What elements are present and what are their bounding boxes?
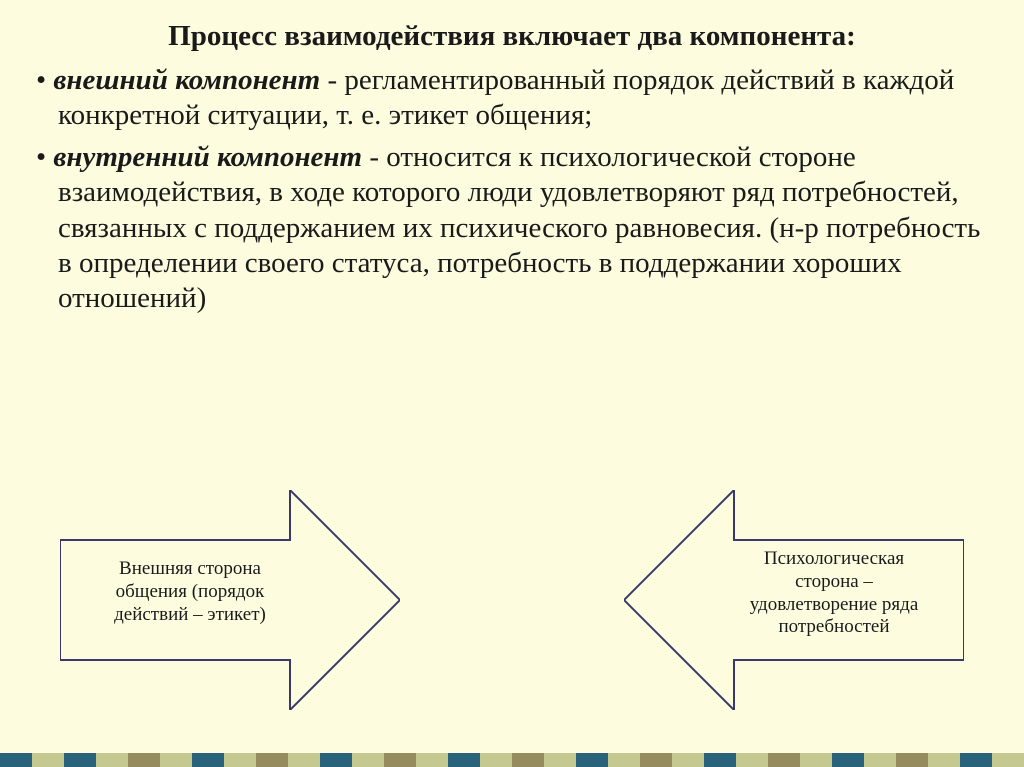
bullet-lead: внешний компонент: [53, 64, 320, 96]
footer-segment: [128, 753, 160, 767]
footer-segment: [64, 753, 96, 767]
footer-segment: [896, 753, 928, 767]
footer-segment: [544, 753, 576, 767]
footer-segment: [960, 753, 992, 767]
footer-segment: [288, 753, 320, 767]
footer-segment: [672, 753, 704, 767]
footer-segment: [704, 753, 736, 767]
footer-segment: [416, 753, 448, 767]
bullet-item: • внешний компонент - регламентированный…: [28, 63, 996, 134]
footer-segment: [224, 753, 256, 767]
arrow-right: Психологическая сторона – удовлетворение…: [624, 490, 964, 710]
footer-segment: [320, 753, 352, 767]
footer-segment: [0, 753, 32, 767]
footer-segment: [736, 753, 768, 767]
footer-segment: [256, 753, 288, 767]
footer-segment: [992, 753, 1024, 767]
slide-content: Процесс взаимодействия включает два комп…: [0, 0, 1024, 317]
arrow-left: Внешняя сторона общения (порядок действи…: [60, 490, 400, 710]
footer-segment: [864, 753, 896, 767]
footer-segment: [160, 753, 192, 767]
footer-segment: [32, 753, 64, 767]
bullet-item: • внутренний компонент - относится к пси…: [28, 140, 996, 317]
footer-segment: [832, 753, 864, 767]
footer-segment: [640, 753, 672, 767]
footer-segment: [768, 753, 800, 767]
footer-segment: [192, 753, 224, 767]
footer-segment: [512, 753, 544, 767]
arrow-left-label: Внешняя сторона общения (порядок действи…: [90, 558, 290, 626]
footer-segment: [480, 753, 512, 767]
bullet-lead: внутренний компонент: [53, 141, 362, 173]
footer-stripe: [0, 753, 1024, 767]
footer-segment: [800, 753, 832, 767]
footer-segment: [384, 753, 416, 767]
footer-segment: [448, 753, 480, 767]
footer-segment: [576, 753, 608, 767]
slide-heading: Процесс взаимодействия включает два комп…: [28, 20, 996, 53]
footer-segment: [608, 753, 640, 767]
footer-segment: [928, 753, 960, 767]
footer-segment: [96, 753, 128, 767]
arrows-area: Внешняя сторона общения (порядок действи…: [0, 480, 1024, 720]
footer-segment: [352, 753, 384, 767]
arrow-right-label: Психологическая сторона – удовлетворение…: [734, 548, 934, 639]
